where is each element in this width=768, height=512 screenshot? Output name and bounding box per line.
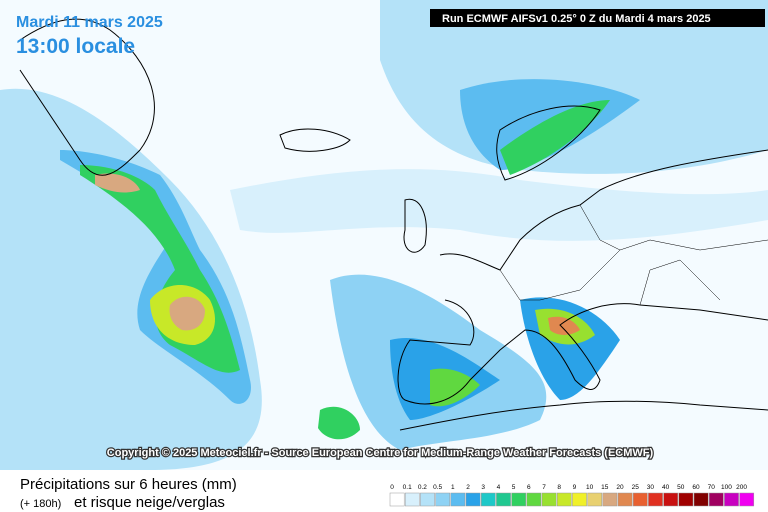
scale-label: 70 bbox=[708, 484, 716, 491]
scale-label: 8 bbox=[557, 484, 561, 491]
scale-swatch bbox=[541, 492, 557, 507]
scale-label: 60 bbox=[692, 484, 700, 491]
scale-label: 40 bbox=[662, 484, 670, 491]
scale-swatch bbox=[465, 492, 481, 507]
scale-label: 15 bbox=[601, 484, 609, 491]
scale-swatch bbox=[678, 492, 694, 507]
forecast-time: 13:00 locale bbox=[16, 35, 135, 58]
scale-swatch bbox=[511, 492, 527, 507]
scale-label: 10 bbox=[586, 484, 594, 491]
precipitation-field bbox=[0, 0, 768, 471]
scale-swatch bbox=[450, 492, 466, 507]
scale-label: 200 bbox=[736, 484, 747, 491]
coastlines bbox=[19, 18, 768, 431]
scale-label: 25 bbox=[632, 484, 640, 491]
scale-label: 5 bbox=[512, 484, 516, 491]
scale-label: 50 bbox=[677, 484, 685, 491]
scale-swatch bbox=[587, 492, 603, 507]
scale-swatch bbox=[663, 492, 679, 507]
scale-label: 3 bbox=[481, 484, 485, 491]
copyright: Copyright © 2025 Meteociel.fr - Source E… bbox=[107, 447, 654, 459]
scale-swatch bbox=[617, 492, 633, 507]
scale-swatch bbox=[572, 492, 587, 507]
scale-label: 4 bbox=[497, 484, 501, 491]
color-scale: 0 0.1 0.2 0.5 1 2 3 4 5 6 7 8 9 10 15 20 25 30 40 50 60 70 100… bbox=[389, 484, 755, 507]
scale-swatch bbox=[526, 492, 542, 507]
scale-swatch bbox=[602, 492, 618, 507]
scale-label: 0.1 bbox=[403, 484, 412, 491]
scale-label: 9 bbox=[573, 484, 577, 491]
scale-swatch bbox=[648, 492, 663, 507]
scale-label: 0 bbox=[390, 484, 394, 491]
scale-swatch bbox=[739, 492, 755, 507]
scale-label: 100 bbox=[721, 484, 732, 491]
scale-label: 0.5 bbox=[433, 484, 442, 491]
scale-swatch bbox=[420, 492, 435, 507]
scale-swatch bbox=[632, 492, 648, 507]
scale-swatch bbox=[724, 492, 739, 507]
scale-label: 20 bbox=[616, 484, 624, 491]
lead-time: (+ 180h) bbox=[20, 498, 61, 510]
scale-swatch bbox=[708, 492, 724, 507]
scale-label: 2 bbox=[466, 484, 470, 491]
scale-swatch bbox=[435, 492, 451, 507]
legend-title: Précipitations sur 6 heures (mm) bbox=[20, 476, 237, 493]
forecast-date: Mardi 11 mars 2025 bbox=[16, 14, 163, 31]
scale-swatch bbox=[389, 492, 405, 507]
scale-swatch bbox=[496, 492, 511, 507]
scale-label: 30 bbox=[647, 484, 655, 491]
scale-swatch bbox=[693, 492, 709, 507]
run-banner bbox=[430, 9, 765, 27]
scale-swatch bbox=[480, 492, 496, 507]
scale-label: 6 bbox=[527, 484, 531, 491]
run-info: Run ECMWF AIFSv1 0.25° 0 Z du Mardi 4 ma… bbox=[442, 13, 711, 25]
scale-label: 7 bbox=[542, 484, 546, 491]
borders bbox=[499, 204, 768, 306]
scale-swatch bbox=[556, 492, 572, 507]
scale-swatch bbox=[404, 492, 420, 507]
legend-subtitle: et risque neige/verglas bbox=[74, 494, 225, 511]
scale-label: 0.2 bbox=[418, 484, 427, 491]
scale-label: 1 bbox=[451, 484, 455, 491]
